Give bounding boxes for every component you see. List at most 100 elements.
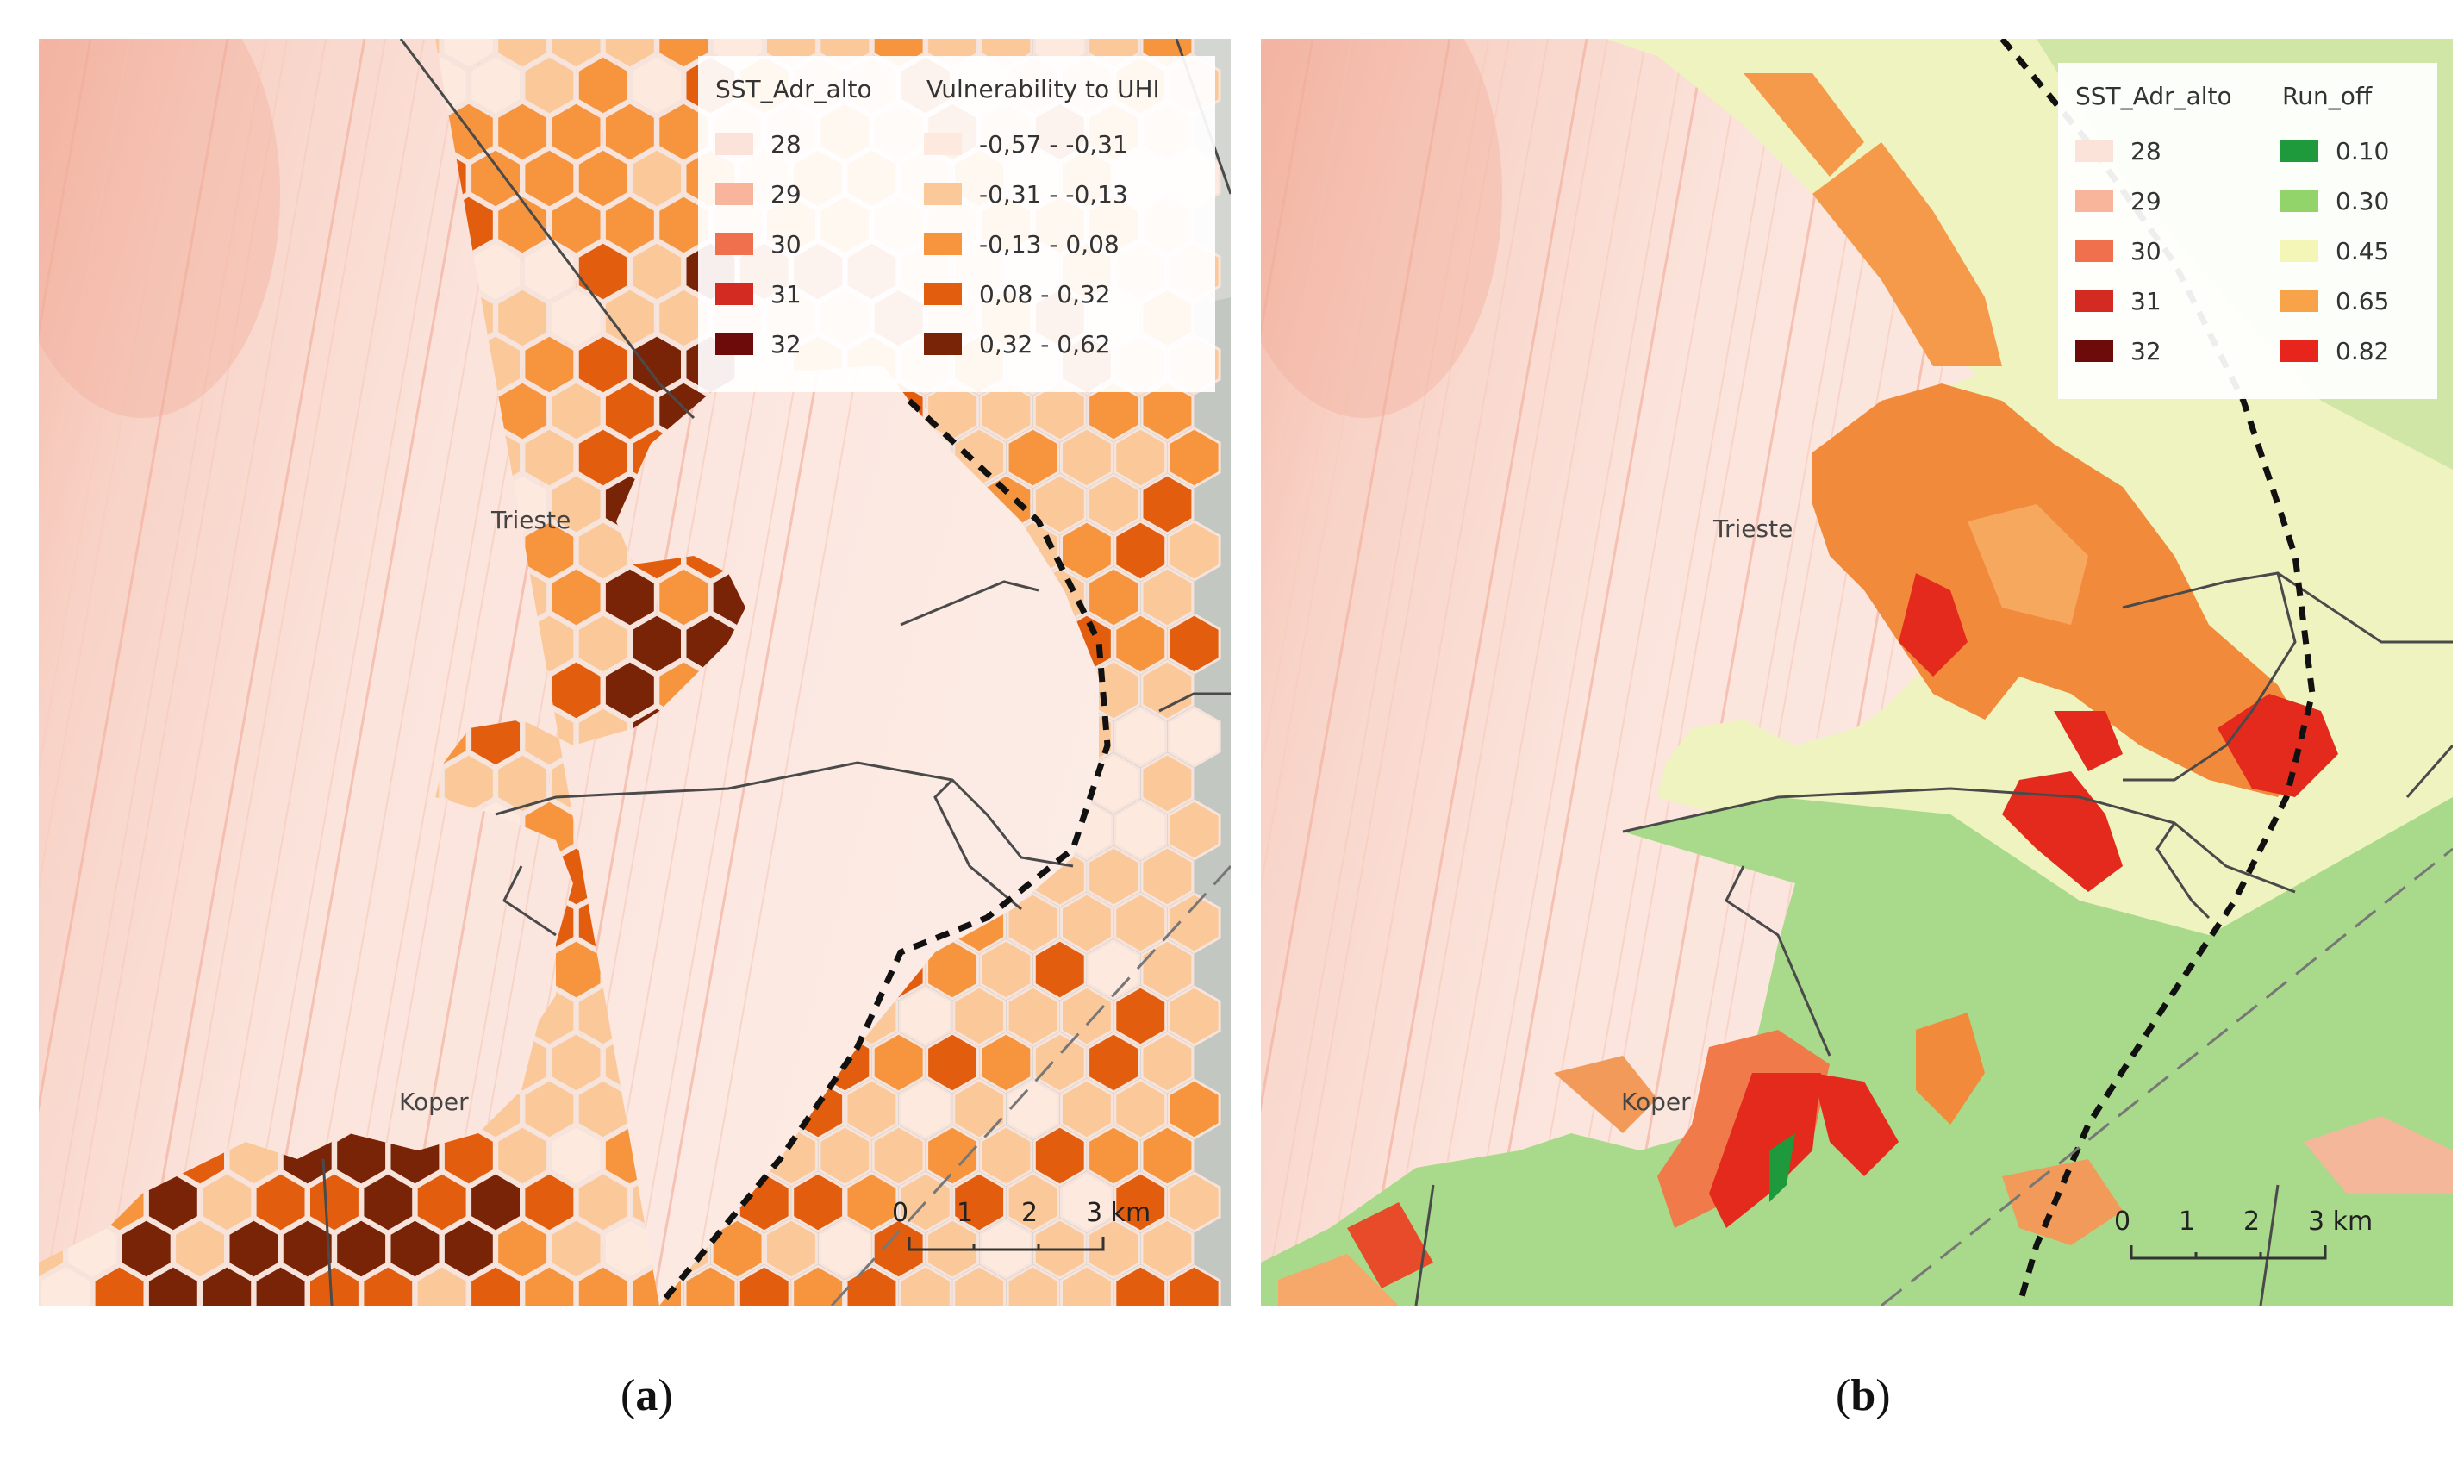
hexagon-cell <box>630 334 683 396</box>
hexagon-cell <box>845 1078 899 1140</box>
hexagon-cell <box>549 566 603 628</box>
hexagon-cell <box>1087 39 1140 70</box>
hexagon-cell <box>1140 752 1195 814</box>
sea-stripe <box>1284 39 1510 1306</box>
hexagon-cell <box>1060 520 1113 582</box>
hexagon-cell <box>926 1125 979 1187</box>
scale-label-1: 1 <box>957 1198 974 1228</box>
hexagon-cell <box>496 1218 550 1280</box>
hexagon-cell <box>469 54 522 116</box>
hexagon-cell <box>522 54 577 116</box>
scale-label-3: 3 km <box>2308 1207 2374 1237</box>
scale-label-1: 1 <box>2179 1207 2196 1237</box>
runoff-legend-entry: 0.30 <box>2280 184 2389 218</box>
hexagon-cell <box>1113 1171 1168 1233</box>
runoff-patch-red <box>1347 1202 1433 1288</box>
hexagon-cell <box>764 1218 818 1280</box>
place-label-koper: Koper <box>399 1088 469 1116</box>
hexagon-cell <box>602 566 657 628</box>
hexagon-cell <box>1167 427 1221 489</box>
place-label-trieste: Trieste <box>1713 514 1793 543</box>
hexagon-cell <box>549 1032 603 1094</box>
hexagon-cell <box>764 39 818 70</box>
hexagon-cell <box>334 1218 389 1280</box>
sst-legend-swatch <box>2075 240 2113 262</box>
hexagon-cell <box>1167 1171 1221 1233</box>
hexagon-cell <box>308 1264 361 1306</box>
hexagon-cell <box>496 194 550 256</box>
hexagon-cell <box>1006 985 1060 1047</box>
hexagon-cell <box>39 1264 93 1306</box>
hexagon-cell <box>952 1171 1007 1233</box>
sst-legend-label: 29 <box>2130 186 2161 215</box>
hexagon-cell <box>1140 1218 1195 1280</box>
vulnerability-legend-entry: 0,32 - 0,62 <box>924 327 1111 361</box>
hexagon-cell <box>1167 1264 1221 1306</box>
hexagon-cell <box>1113 1078 1168 1140</box>
vulnerability-legend-entry: 0,08 - 0,32 <box>924 277 1111 311</box>
hexagon-cell <box>1113 613 1168 675</box>
sst-legend-entry: 32 <box>2075 334 2161 368</box>
hexagon-cell <box>1140 938 1195 1001</box>
hexagon-cell <box>522 1264 577 1306</box>
vulnerability-legend-label: -0,57 - -0,31 <box>979 129 1128 159</box>
legend-header-vulnerability: Vulnerability to UHI <box>926 75 1160 103</box>
sst-legend-swatch <box>2075 340 2113 362</box>
legend-header-runoff: Run_off <box>2282 82 2373 110</box>
caption-b: (b) <box>1836 1370 1891 1421</box>
hexagon-cell <box>549 1125 603 1187</box>
hexagon-cell <box>898 1264 952 1306</box>
border-line <box>1881 847 2453 1306</box>
hexagon-cell <box>576 1171 630 1233</box>
hexagon-cell <box>522 1078 577 1140</box>
sea-stripe <box>1261 39 1352 556</box>
hexagon-cell <box>1113 985 1168 1047</box>
caption-a-close: ) <box>658 1371 673 1420</box>
runoff-legend-label: 0.65 <box>2336 286 2390 315</box>
hexagon-cell <box>146 1264 200 1306</box>
hexagon-cell <box>1032 1125 1087 1187</box>
runoff-legend-swatch <box>2280 240 2318 262</box>
hexagon-cell <box>979 1125 1033 1187</box>
hexagon-cell <box>522 427 577 489</box>
hexagon-cell <box>522 1171 577 1233</box>
hexagon-cell <box>549 380 603 442</box>
sea-stripe <box>258 39 485 1306</box>
sea-stripe <box>139 39 366 1306</box>
sst-legend-label: 28 <box>770 129 802 159</box>
hexagon-cell <box>388 1218 442 1280</box>
hexagon-cell <box>1087 938 1140 1001</box>
hexagon-cell <box>522 334 577 396</box>
hexagon-cell <box>1140 1032 1195 1094</box>
hexagon-cell <box>952 985 1007 1047</box>
sea-stripe <box>1261 39 1451 1113</box>
hexagon-cell <box>791 1171 845 1233</box>
sst-legend-label: 28 <box>2130 136 2161 165</box>
vulnerability-legend-swatch <box>924 133 962 155</box>
caption-b-open: ( <box>1836 1371 1851 1420</box>
hexagon-cell <box>818 1218 872 1280</box>
hexagon-cell <box>1140 473 1195 535</box>
hexagon-cell <box>1087 1032 1140 1094</box>
sea-stripe <box>1261 39 1391 775</box>
runoff-patch <box>1278 1254 1399 1306</box>
sea-stripe <box>1519 39 1745 1306</box>
scale-bar <box>2130 1245 2327 1260</box>
study-area-boundary <box>657 398 1111 1306</box>
hexagon-cell <box>657 566 711 628</box>
hexagon-cell <box>549 39 603 70</box>
hexagon-cell <box>1167 799 1221 861</box>
runoff-legend-entry: 0.82 <box>2280 334 2389 368</box>
sst-legend-label: 31 <box>770 279 802 309</box>
hexagon-cell <box>1113 799 1168 861</box>
runoff-zone-high-koper <box>1709 1073 1821 1228</box>
sea-stripe <box>199 39 425 1306</box>
hexagon-cell <box>1032 39 1087 70</box>
runoff-legend-swatch <box>2280 340 2318 362</box>
hexagon-cell <box>1167 613 1221 675</box>
caption-b-close: ) <box>1875 1371 1891 1420</box>
hexagon-cell <box>871 1218 926 1280</box>
scale-label-2: 2 <box>1021 1198 1039 1228</box>
sst-legend-entry: 29 <box>2075 184 2161 218</box>
hexagon-cell <box>576 54 630 116</box>
